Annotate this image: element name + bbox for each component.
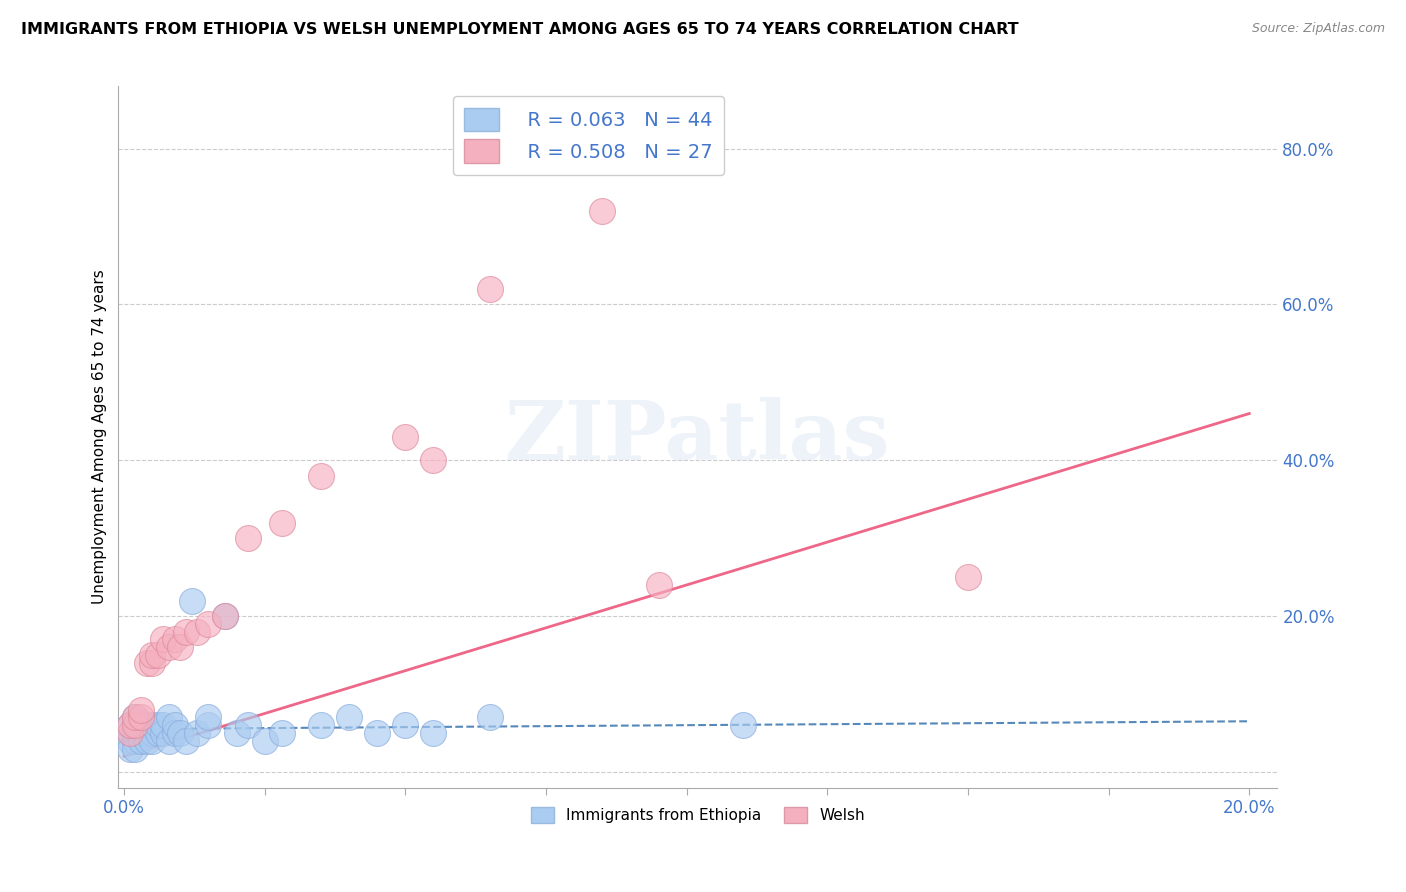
- Point: [309, 718, 332, 732]
- Point: [124, 741, 146, 756]
- Point: [129, 710, 152, 724]
- Point: [141, 733, 163, 747]
- Point: [186, 726, 208, 740]
- Point: [591, 204, 613, 219]
- Y-axis label: Unemployment Among Ages 65 to 74 years: Unemployment Among Ages 65 to 74 years: [93, 269, 107, 604]
- Point: [118, 726, 141, 740]
- Point: [118, 741, 141, 756]
- Point: [169, 726, 191, 740]
- Point: [169, 640, 191, 655]
- Point: [146, 726, 169, 740]
- Point: [118, 718, 141, 732]
- Point: [163, 726, 186, 740]
- Point: [366, 726, 388, 740]
- Point: [146, 718, 169, 732]
- Point: [152, 718, 174, 732]
- Point: [118, 718, 141, 732]
- Text: IMMIGRANTS FROM ETHIOPIA VS WELSH UNEMPLOYMENT AMONG AGES 65 TO 74 YEARS CORRELA: IMMIGRANTS FROM ETHIOPIA VS WELSH UNEMPL…: [21, 22, 1019, 37]
- Point: [124, 710, 146, 724]
- Point: [253, 733, 276, 747]
- Point: [197, 710, 219, 724]
- Point: [129, 718, 152, 732]
- Point: [135, 718, 157, 732]
- Point: [174, 624, 197, 639]
- Text: Source: ZipAtlas.com: Source: ZipAtlas.com: [1251, 22, 1385, 36]
- Point: [270, 726, 292, 740]
- Point: [270, 516, 292, 530]
- Point: [141, 648, 163, 662]
- Point: [647, 578, 669, 592]
- Point: [225, 726, 247, 740]
- Point: [309, 469, 332, 483]
- Point: [180, 593, 202, 607]
- Point: [163, 632, 186, 647]
- Point: [146, 648, 169, 662]
- Point: [174, 733, 197, 747]
- Point: [129, 726, 152, 740]
- Point: [141, 656, 163, 670]
- Point: [236, 531, 259, 545]
- Point: [124, 718, 146, 732]
- Point: [422, 453, 444, 467]
- Point: [118, 726, 141, 740]
- Point: [478, 282, 501, 296]
- Point: [152, 726, 174, 740]
- Point: [214, 609, 236, 624]
- Point: [186, 624, 208, 639]
- Point: [956, 570, 979, 584]
- Point: [157, 640, 180, 655]
- Point: [124, 710, 146, 724]
- Point: [394, 430, 416, 444]
- Point: [141, 718, 163, 732]
- Point: [135, 733, 157, 747]
- Point: [214, 609, 236, 624]
- Point: [422, 726, 444, 740]
- Point: [124, 718, 146, 732]
- Point: [394, 718, 416, 732]
- Legend: Immigrants from Ethiopia, Welsh: Immigrants from Ethiopia, Welsh: [524, 801, 872, 829]
- Point: [135, 726, 157, 740]
- Point: [118, 733, 141, 747]
- Point: [236, 718, 259, 732]
- Point: [163, 718, 186, 732]
- Point: [197, 718, 219, 732]
- Point: [152, 632, 174, 647]
- Point: [141, 726, 163, 740]
- Text: ZIPatlas: ZIPatlas: [505, 397, 890, 477]
- Point: [478, 710, 501, 724]
- Point: [135, 656, 157, 670]
- Point: [197, 616, 219, 631]
- Point: [731, 718, 754, 732]
- Point: [157, 733, 180, 747]
- Point: [157, 710, 180, 724]
- Point: [124, 733, 146, 747]
- Point: [129, 703, 152, 717]
- Point: [124, 726, 146, 740]
- Point: [337, 710, 360, 724]
- Point: [129, 733, 152, 747]
